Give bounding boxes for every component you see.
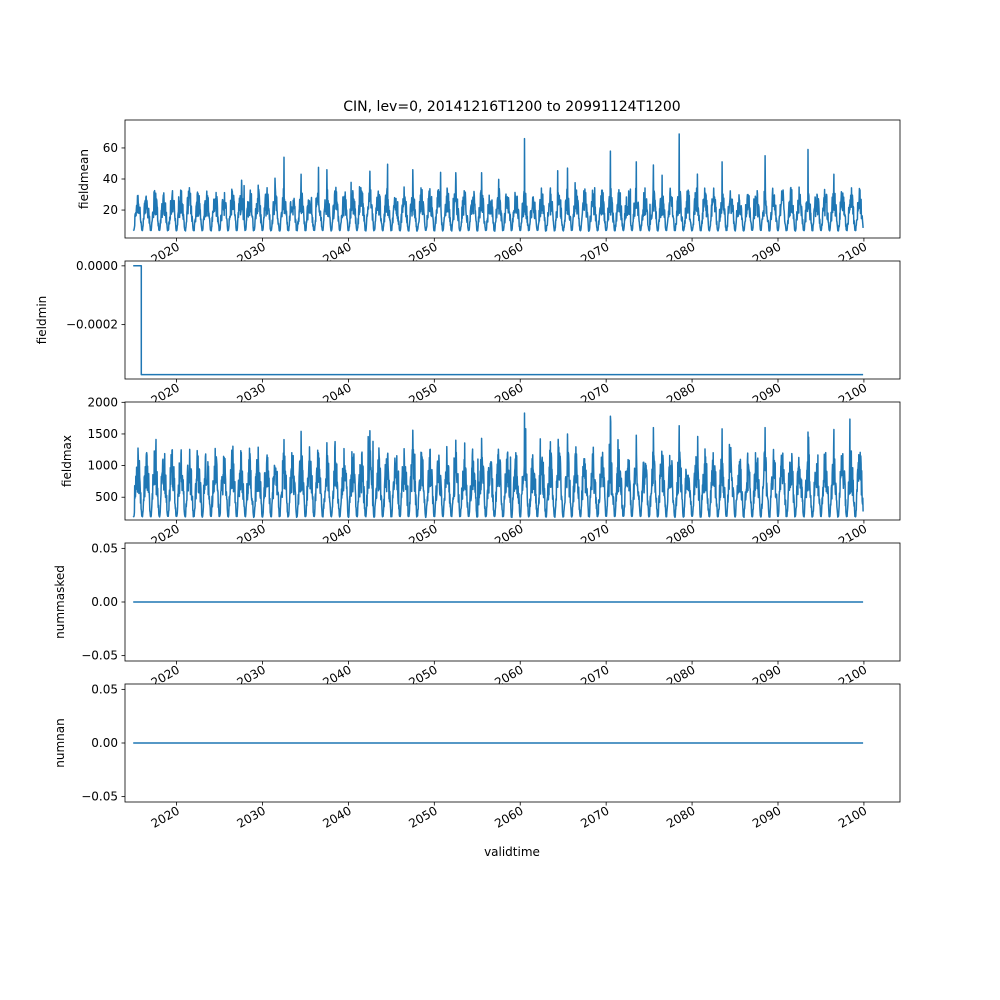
series-line-fieldmean: [132, 133, 864, 232]
x-axis-label: validtime: [484, 845, 540, 859]
y-axis-label-fieldmean: fieldmean: [77, 149, 91, 209]
y-axis-label-nummasked: nummasked: [53, 565, 67, 639]
y-tick-label-nummasked: 0.00: [91, 595, 118, 609]
y-tick-label-fieldmean: 40: [103, 172, 118, 186]
y-tick-label-fieldmean: 60: [103, 141, 118, 155]
axes-frame-fieldmin: [124, 260, 901, 380]
y-tick-label-nummasked: −0.05: [81, 649, 118, 663]
y-axis-label-numnan: numnan: [53, 718, 67, 767]
plot-area-fieldmin: [125, 261, 900, 379]
y-tick-label-fieldmax: 2000: [87, 395, 118, 409]
series-line-fieldmax: [132, 412, 864, 519]
y-tick-label-fieldmax: 1000: [87, 459, 118, 473]
y-tick-label-nummasked: 0.05: [91, 541, 118, 555]
y-tick-label-fieldmin: −0.0002: [66, 318, 118, 332]
y-tick-label-numnan: 0.05: [91, 682, 118, 696]
y-tick-label-fieldmin: 0.0000: [76, 259, 118, 273]
y-tick-label-numnan: −0.05: [81, 790, 118, 804]
figure-title: CIN, lev=0, 20141216T1200 to 20991124T12…: [343, 99, 680, 115]
y-tick-label-fieldmax: 500: [95, 490, 118, 504]
y-axis-label-fieldmin: fieldmin: [35, 296, 49, 345]
y-tick-label-fieldmax: 1500: [87, 427, 118, 441]
y-tick-label-fieldmean: 20: [103, 203, 118, 217]
y-axis-label-fieldmax: fieldmax: [60, 435, 74, 487]
series-line-fieldmin: [133, 265, 864, 376]
y-tick-label-numnan: 0.00: [91, 736, 118, 750]
axes-frame-fieldmax: [124, 401, 901, 521]
